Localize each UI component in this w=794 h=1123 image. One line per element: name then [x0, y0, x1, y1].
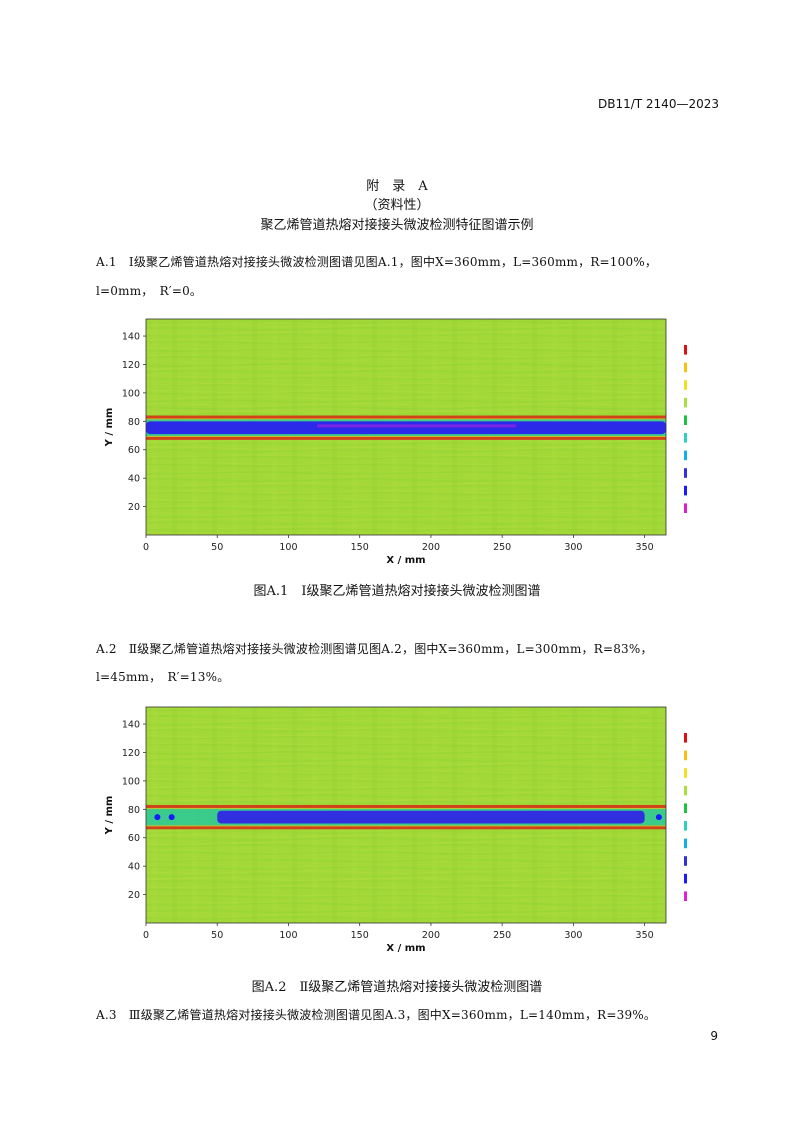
colorbar-segment	[684, 733, 687, 743]
x-tick-label: 350	[636, 930, 654, 941]
section-a2-line1: A.2 Ⅱ级聚乙烯管道热熔对接接头微波检测图谱见图A.2，图中X=360mm，L…	[96, 642, 653, 656]
x-tick-label: 150	[351, 930, 369, 941]
y-tick-label: 120	[122, 360, 140, 371]
heatmap-figure-a2: 20 40 60 80 100 120 140 0 50 100 150 200 250 300 350 X …	[104, 706, 687, 954]
y-tick-label: 100	[122, 776, 140, 787]
y-tick-label: 80	[128, 805, 140, 816]
y-tick-label: 140	[122, 332, 140, 343]
colorbar-segment	[684, 768, 687, 778]
defect-band	[146, 421, 666, 435]
colorbar-segment	[684, 856, 687, 866]
document-id: DB11/T 2140—2023	[597, 97, 719, 111]
y-tick-label: 20	[128, 502, 140, 513]
colorbar-segment	[684, 821, 687, 831]
defect-band	[217, 810, 645, 824]
x-tick-label: 50	[211, 542, 223, 553]
x-tick-label: 300	[564, 930, 582, 941]
y-tick-label: 140	[122, 720, 140, 731]
colorbar-segment	[684, 803, 687, 813]
section-a1-line1: A.1 Ⅰ级聚乙烯管道热熔对接接头微波检测图谱见图A.1，图中X=360mm，L…	[96, 255, 658, 269]
section-a2-line2: l=45mm， R′=13%。	[96, 670, 230, 684]
colorbar-segment	[684, 468, 687, 478]
figure-a2-caption: 图A.2 Ⅱ级聚乙烯管道热熔对接接头微波检测图谱	[251, 980, 543, 995]
colorbar-segment	[684, 397, 687, 408]
x-tick-label: 250	[493, 930, 511, 941]
x-axis-label: X / mm	[386, 943, 425, 954]
y-tick-label: 80	[128, 417, 140, 428]
y-tick-label: 60	[128, 445, 140, 456]
x-tick-label: 350	[636, 542, 654, 553]
colorbar-segment	[684, 485, 687, 496]
section-a1-line2: l=0mm， R′=0。	[96, 284, 203, 298]
colorbar-segment	[684, 433, 687, 443]
colorbar-segment	[684, 450, 687, 461]
x-tick-label: 150	[351, 542, 369, 553]
section-a3-line1: A.3 Ⅲ级聚乙烯管道热熔对接接头微波检测图谱见图A.3，图中X=360mm，L…	[96, 1008, 657, 1022]
x-tick-label: 0	[143, 542, 149, 553]
colorbar-segment	[684, 362, 687, 373]
colorbar-segment	[684, 750, 687, 761]
appendix-title: 附 录 A	[366, 179, 428, 194]
appendix-subtitle: （资料性）	[364, 198, 430, 213]
colorbar-segment	[684, 873, 687, 884]
figure-a1-caption: 图A.1 Ⅰ级聚乙烯管道热熔对接接头微波检测图谱	[253, 584, 541, 599]
page-number: 9	[710, 1029, 718, 1043]
colorbar-segment	[684, 785, 687, 796]
x-tick-label: 100	[279, 542, 297, 553]
colorbar-segment	[684, 838, 687, 849]
y-tick-label: 20	[128, 890, 140, 901]
y-tick-label: 60	[128, 833, 140, 844]
y-axis-label: Y / mm	[104, 796, 115, 836]
colorbar-segment	[684, 380, 687, 390]
x-tick-label: 0	[143, 930, 149, 941]
y-tick-label: 100	[122, 388, 140, 399]
x-tick-label: 200	[422, 930, 440, 941]
appendix-name: 聚乙烯管道热熔对接接头微波检测特征图谱示例	[260, 218, 534, 233]
x-tick-label: 100	[279, 930, 297, 941]
colorbar-segment	[684, 345, 687, 355]
heatmap-field	[146, 707, 666, 923]
y-tick-label: 40	[128, 862, 140, 873]
x-tick-label: 250	[493, 542, 511, 553]
x-tick-label: 50	[211, 930, 223, 941]
x-tick-label: 300	[564, 542, 582, 553]
y-axis-label: Y / mm	[104, 408, 115, 448]
colorbar-segment	[684, 415, 687, 425]
x-tick-label: 200	[422, 542, 440, 553]
y-tick-label: 40	[128, 474, 140, 485]
colorbar-segment	[684, 891, 687, 901]
heatmap-field	[146, 319, 666, 535]
heatmap-figure-a1: 20 40 60 80 100 120 140 0 50 100 150 200 250 300 350 X …	[104, 318, 687, 566]
x-axis-label: X / mm	[386, 555, 425, 566]
y-tick-label: 120	[122, 748, 140, 759]
colorbar-segment	[684, 503, 687, 513]
